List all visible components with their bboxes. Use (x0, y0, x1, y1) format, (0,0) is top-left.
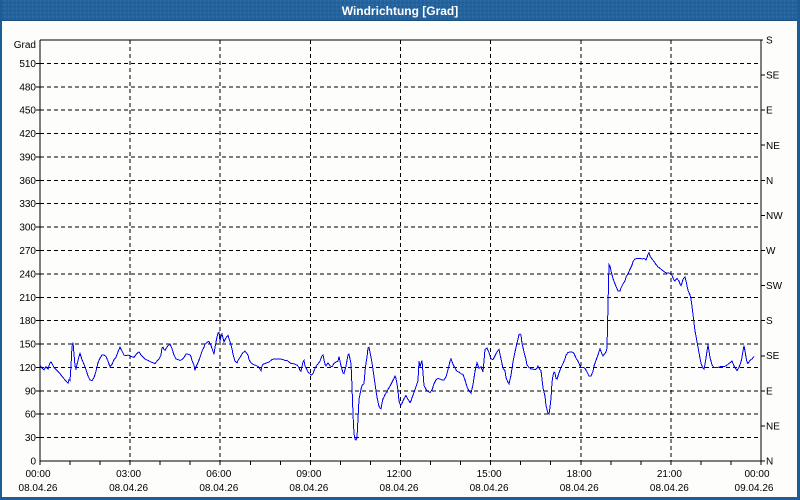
svg-text:E: E (766, 386, 773, 397)
svg-text:21:00: 21:00 (657, 469, 682, 480)
svg-text:60: 60 (25, 410, 37, 421)
svg-text:06:00: 06:00 (206, 469, 231, 480)
svg-text:NW: NW (766, 211, 783, 222)
svg-text:W: W (766, 246, 776, 257)
svg-text:N: N (766, 176, 773, 187)
svg-text:09.04.26: 09.04.26 (735, 483, 774, 494)
svg-text:480: 480 (19, 82, 36, 93)
svg-text:08.04.26: 08.04.26 (199, 483, 238, 494)
svg-text:120: 120 (19, 363, 36, 374)
svg-text:240: 240 (19, 269, 36, 280)
svg-text:08.04.26: 08.04.26 (650, 483, 689, 494)
svg-text:00:00: 00:00 (744, 469, 769, 480)
svg-text:08.04.26: 08.04.26 (470, 483, 509, 494)
svg-text:08.04.26: 08.04.26 (19, 483, 58, 494)
svg-text:03:00: 03:00 (116, 469, 141, 480)
svg-text:Windrichtung [Grad]: Windrichtung [Grad] (342, 4, 459, 18)
svg-text:09:00: 09:00 (296, 469, 321, 480)
svg-text:N: N (766, 457, 773, 468)
svg-text:18:00: 18:00 (567, 469, 592, 480)
svg-text:08.04.26: 08.04.26 (109, 483, 148, 494)
svg-text:30: 30 (25, 433, 37, 444)
svg-text:S: S (766, 36, 773, 47)
svg-text:12:00: 12:00 (386, 469, 411, 480)
svg-text:NE: NE (766, 141, 780, 152)
svg-text:NE: NE (766, 421, 780, 432)
svg-text:90: 90 (25, 386, 37, 397)
svg-text:08.04.26: 08.04.26 (560, 483, 599, 494)
svg-text:0: 0 (30, 457, 36, 468)
svg-text:390: 390 (19, 152, 36, 163)
svg-text:SE: SE (766, 71, 780, 82)
svg-text:510: 510 (19, 59, 36, 70)
svg-text:00:00: 00:00 (25, 469, 50, 480)
svg-text:E: E (766, 106, 773, 117)
svg-text:08.04.26: 08.04.26 (289, 483, 328, 494)
svg-text:SW: SW (766, 281, 783, 292)
svg-text:300: 300 (19, 223, 36, 234)
svg-text:270: 270 (19, 246, 36, 257)
svg-text:210: 210 (19, 293, 36, 304)
svg-text:SE: SE (766, 351, 780, 362)
svg-text:180: 180 (19, 316, 36, 327)
svg-text:330: 330 (19, 199, 36, 210)
svg-text:S: S (766, 316, 773, 327)
svg-text:15:00: 15:00 (477, 469, 502, 480)
svg-text:08.04.26: 08.04.26 (380, 483, 419, 494)
svg-text:360: 360 (19, 176, 36, 187)
svg-text:420: 420 (19, 129, 36, 140)
svg-text:150: 150 (19, 340, 36, 351)
svg-text:Grad: Grad (14, 40, 36, 51)
svg-text:450: 450 (19, 106, 36, 117)
